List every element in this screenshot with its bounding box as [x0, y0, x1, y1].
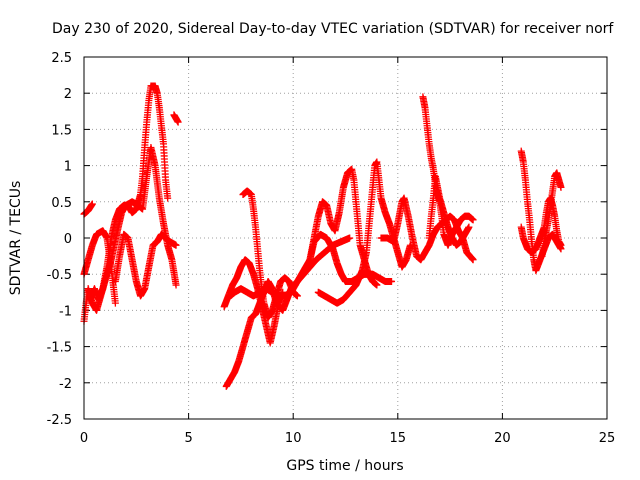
series-pass-05 — [111, 230, 180, 300]
y-tick-label: 1 — [64, 160, 72, 175]
x-tick-labels: 0 5 10 15 20 25 — [80, 431, 615, 446]
series-pass-06 — [170, 111, 182, 126]
y-tick-label: 1.5 — [51, 123, 72, 138]
data-point — [388, 277, 396, 285]
y-tick-label: -2.5 — [47, 413, 72, 428]
x-tick-label: 20 — [494, 431, 511, 446]
x-tick-label: 15 — [390, 431, 407, 446]
data-point — [557, 241, 565, 249]
series-pass-10 — [239, 187, 301, 322]
data-point — [293, 292, 301, 300]
y-tick-label: -1.5 — [47, 341, 72, 356]
y-tick-label: -0.5 — [47, 268, 72, 283]
x-tick-label: 10 — [285, 431, 302, 446]
data-point — [164, 194, 172, 202]
data-point — [557, 183, 565, 191]
data-point — [346, 234, 354, 242]
series-pass-15 — [425, 172, 473, 249]
y-tick-label: -2 — [59, 377, 72, 392]
chart-title: Day 230 of 2020, Sidereal Day-to-day VTE… — [52, 21, 614, 37]
data-marks — [80, 82, 565, 390]
data-point — [469, 216, 477, 224]
y-tick-label: 0 — [64, 232, 72, 247]
x-tick-label: 0 — [80, 431, 88, 446]
y-tick-labels: -2.5 -2 -1.5 -1 -0.5 0 0.5 1 1.5 2 2.5 — [47, 51, 72, 428]
data-point — [373, 281, 381, 289]
series-pass-18 — [538, 169, 565, 260]
data-point — [88, 200, 96, 208]
data-point — [111, 299, 119, 307]
data-point — [174, 118, 182, 126]
y-tick-label: 2 — [64, 87, 72, 102]
series-pass-12 — [314, 158, 414, 307]
data-point — [172, 241, 180, 249]
series-pass-04 — [86, 82, 172, 304]
y-axis-title: SDTVAR / TECUs — [8, 181, 24, 296]
data-point — [469, 256, 477, 264]
data-point — [172, 281, 180, 289]
plot-frame — [83, 56, 608, 420]
x-tick-label: 25 — [599, 431, 616, 446]
series-pass-02 — [80, 200, 96, 218]
y-tick-label: 2.5 — [51, 51, 72, 66]
data-point — [465, 223, 473, 231]
x-tick-label: 5 — [184, 431, 192, 446]
y-tick-label: -1 — [59, 304, 72, 319]
y-tick-label: 0.5 — [51, 196, 72, 211]
x-axis-title: GPS time / hours — [286, 458, 403, 474]
